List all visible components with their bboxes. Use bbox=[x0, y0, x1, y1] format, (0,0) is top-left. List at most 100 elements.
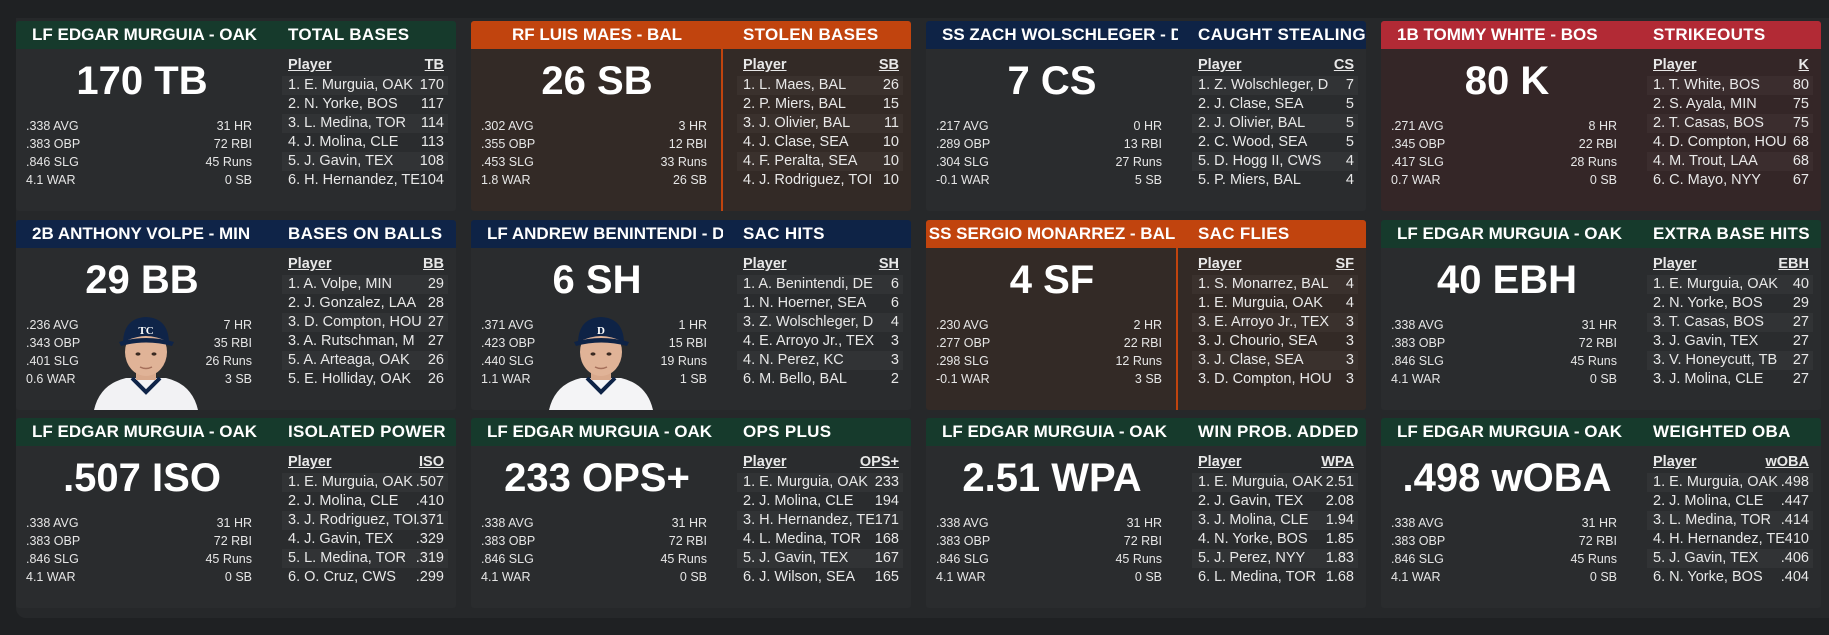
list-item[interactable]: 2. J. Molina, CLE .447 bbox=[1647, 492, 1813, 511]
player-header[interactable]: LF EDGAR MURGUIA - OAK bbox=[16, 21, 268, 49]
list-item[interactable]: 3. J. Olivier, BAL 11 bbox=[737, 114, 903, 133]
player-header[interactable]: LF EDGAR MURGUIA - OAK bbox=[16, 418, 268, 446]
list-item[interactable]: 6. J. Wilson, SEA 165 bbox=[737, 568, 903, 587]
list-item[interactable]: 5. P. Miers, BAL 4 bbox=[1192, 171, 1358, 190]
list-item[interactable]: 5. J. Perez, NYY 1.83 bbox=[1192, 549, 1358, 568]
list-item[interactable]: 3. J. Gavin, TEX 27 bbox=[1647, 332, 1813, 351]
leader-value: 4 bbox=[1345, 172, 1354, 188]
list-item[interactable]: 4. F. Peralta, SEA 10 bbox=[737, 152, 903, 171]
list-item[interactable]: 4. D. Compton, HOU 68 bbox=[1647, 133, 1813, 152]
list-item[interactable]: 3. D. Compton, HOU 27 bbox=[282, 313, 448, 332]
list-item[interactable]: 2. P. Miers, BAL 15 bbox=[737, 95, 903, 114]
player-header[interactable]: SS ZACH WOLSCHLEGER - DET bbox=[926, 21, 1178, 49]
list-item[interactable]: 1. E. Murguia, OAK 2.51 bbox=[1192, 473, 1358, 492]
list-item[interactable]: 4. N. Yorke, BOS 1.85 bbox=[1192, 530, 1358, 549]
list-item[interactable]: 3. J. Molina, CLE 1.94 bbox=[1192, 511, 1358, 530]
list-item[interactable]: 4. H. Hernandez, TE .410 bbox=[1647, 530, 1813, 549]
list-item[interactable]: 3. Z. Wolschleger, D 4 bbox=[737, 313, 903, 332]
stat-left: .338 AVG bbox=[26, 119, 79, 133]
list-item[interactable]: 1. A. Benintendi, DE 6 bbox=[737, 275, 903, 294]
list-item[interactable]: 2. J. Molina, CLE .410 bbox=[282, 492, 448, 511]
list-item[interactable]: 3. H. Hernandez, TE 171 bbox=[737, 511, 903, 530]
list-item[interactable]: 3. J. Molina, CLE 27 bbox=[1647, 370, 1813, 389]
list-item[interactable]: 6. O. Cruz, CWS .299 bbox=[282, 568, 448, 587]
list-item[interactable]: 5. J. Gavin, TEX 108 bbox=[282, 152, 448, 171]
list-item[interactable]: 3. L. Medina, TOR 114 bbox=[282, 114, 448, 133]
list-item[interactable]: 5. J. Gavin, TEX 167 bbox=[737, 549, 903, 568]
list-item[interactable]: 3. T. Casas, BOS 27 bbox=[1647, 313, 1813, 332]
list-item[interactable]: 1. E. Murguia, OAK .498 bbox=[1647, 473, 1813, 492]
leader-name: 4. M. Trout, LAA bbox=[1653, 153, 1758, 169]
leader-value: 27 bbox=[427, 333, 444, 349]
list-item[interactable]: 1. T. White, BOS 80 bbox=[1647, 76, 1813, 95]
list-item[interactable]: 1. S. Monarrez, BAL 4 bbox=[1192, 275, 1358, 294]
list-item[interactable]: 6. H. Hernandez, TE 104 bbox=[282, 171, 448, 190]
player-header[interactable]: LF EDGAR MURGUIA - OAK bbox=[1381, 418, 1633, 446]
leader-value: 26 bbox=[427, 371, 444, 387]
player-header[interactable]: LF EDGAR MURGUIA - OAK bbox=[471, 418, 723, 446]
leader-value: 6 bbox=[890, 276, 899, 292]
stat-left: .302 AVG bbox=[481, 119, 534, 133]
list-item[interactable]: 1. N. Hoerner, SEA 6 bbox=[737, 294, 903, 313]
list-item[interactable]: 1. L. Maes, BAL 26 bbox=[737, 76, 903, 95]
list-item[interactable]: 6. C. Mayo, NYY 67 bbox=[1647, 171, 1813, 190]
list-item[interactable]: 4. N. Perez, KC 3 bbox=[737, 351, 903, 370]
list-item[interactable]: 2. J. Gavin, TEX 2.08 bbox=[1192, 492, 1358, 511]
list-item[interactable]: 2. N. Yorke, BOS 117 bbox=[282, 95, 448, 114]
list-item[interactable]: 3. D. Compton, HOU 3 bbox=[1192, 370, 1358, 389]
player-panel: LF EDGAR MURGUIA - OAK .507 ISO .338 AVG 31… bbox=[16, 418, 268, 608]
list-item[interactable]: 6. L. Medina, TOR 1.68 bbox=[1192, 568, 1358, 587]
list-item[interactable]: 3. J. Chourio, SEA 3 bbox=[1192, 332, 1358, 351]
stat-value: 4 SF bbox=[1009, 258, 1095, 302]
player-header[interactable]: LF EDGAR MURGUIA - OAK bbox=[926, 418, 1178, 446]
list-item[interactable]: 4. J. Molina, CLE 113 bbox=[282, 133, 448, 152]
leader-name: 2. J. Olivier, BAL bbox=[1198, 115, 1306, 131]
list-item[interactable]: 4. M. Trout, LAA 68 bbox=[1647, 152, 1813, 171]
player-header[interactable]: LF EDGAR MURGUIA - OAK bbox=[1381, 220, 1633, 248]
list-item[interactable]: 1. A. Volpe, MIN 29 bbox=[282, 275, 448, 294]
list-item[interactable]: 2. J. Clase, SEA 5 bbox=[1192, 95, 1358, 114]
list-item[interactable]: 6. N. Yorke, BOS .404 bbox=[1647, 568, 1813, 587]
list-item[interactable]: 4. J. Rodriguez, TOI 10 bbox=[737, 171, 903, 190]
list-item[interactable]: 3. J. Clase, SEA 3 bbox=[1192, 351, 1358, 370]
list-item[interactable]: 1. E. Murguia, OAK 4 bbox=[1192, 294, 1358, 313]
list-item[interactable]: 2. C. Wood, SEA 5 bbox=[1192, 133, 1358, 152]
player-header[interactable]: 1B TOMMY WHITE - BOS bbox=[1381, 21, 1633, 49]
list-item[interactable]: 1. E. Murguia, OAK 40 bbox=[1647, 275, 1813, 294]
player-stat-lines: .338 AVG 31 HR .383 OBP 72 RBI .846 SLG 45 Ru… bbox=[936, 514, 1162, 586]
list-item[interactable]: 5. J. Gavin, TEX .406 bbox=[1647, 549, 1813, 568]
stat-right: 31 HR bbox=[216, 516, 252, 530]
list-item[interactable]: 3. A. Rutschman, M 27 bbox=[282, 332, 448, 351]
list-item[interactable]: 3. L. Medina, TOR .414 bbox=[1647, 511, 1813, 530]
list-item[interactable]: 1. E. Murguia, OAK .507 bbox=[282, 473, 448, 492]
list-item[interactable]: 5. A. Arteaga, OAK 26 bbox=[282, 351, 448, 370]
leader-name: 4. L. Medina, TOR bbox=[743, 531, 861, 547]
stat-column-label: CS bbox=[1333, 57, 1354, 73]
list-item[interactable]: 6. M. Bello, BAL 2 bbox=[737, 370, 903, 389]
list-item[interactable]: 3. E. Arroyo Jr., TEX 3 bbox=[1192, 313, 1358, 332]
list-item[interactable]: 3. V. Honeycutt, TB 27 bbox=[1647, 351, 1813, 370]
player-header[interactable]: 2B ANTHONY VOLPE - MIN bbox=[16, 220, 268, 248]
player-header[interactable]: SS SERGIO MONARREZ - BAL bbox=[926, 220, 1178, 248]
list-item[interactable]: 5. E. Holliday, OAK 26 bbox=[282, 370, 448, 389]
leader-value: 26 bbox=[882, 77, 899, 93]
player-header[interactable]: LF ANDREW BENINTENDI - DET bbox=[471, 220, 723, 248]
list-item[interactable]: 1. Z. Wolschleger, D 7 bbox=[1192, 76, 1358, 95]
list-item[interactable]: 5. D. Hogg II, CWS 4 bbox=[1192, 152, 1358, 171]
list-item[interactable]: 4. J. Clase, SEA 10 bbox=[737, 133, 903, 152]
list-item[interactable]: 1. E. Murguia, OAK 170 bbox=[282, 76, 448, 95]
list-item[interactable]: 2. J. Molina, CLE 194 bbox=[737, 492, 903, 511]
list-item[interactable]: 4. J. Gavin, TEX .329 bbox=[282, 530, 448, 549]
list-item[interactable]: 2. T. Casas, BOS 75 bbox=[1647, 114, 1813, 133]
leader-name: 1. A. Benintendi, DE bbox=[743, 276, 873, 292]
list-item[interactable]: 2. S. Ayala, MIN 75 bbox=[1647, 95, 1813, 114]
list-item[interactable]: 1. E. Murguia, OAK 233 bbox=[737, 473, 903, 492]
list-item[interactable]: 3. J. Rodriguez, TOI .371 bbox=[282, 511, 448, 530]
list-item[interactable]: 2. N. Yorke, BOS 29 bbox=[1647, 294, 1813, 313]
list-item[interactable]: 2. J. Gonzalez, LAA 28 bbox=[282, 294, 448, 313]
player-header[interactable]: RF LUIS MAES - BAL bbox=[471, 21, 723, 49]
list-item[interactable]: 4. E. Arroyo Jr., TEX 3 bbox=[737, 332, 903, 351]
list-item[interactable]: 2. J. Olivier, BAL 5 bbox=[1192, 114, 1358, 133]
list-item[interactable]: 5. L. Medina, TOR .319 bbox=[282, 549, 448, 568]
list-item[interactable]: 4. L. Medina, TOR 168 bbox=[737, 530, 903, 549]
